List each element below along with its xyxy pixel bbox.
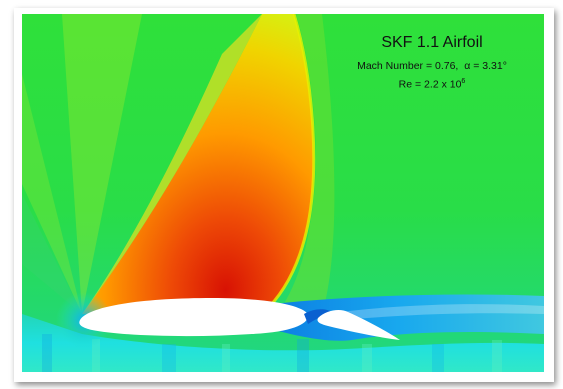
re-exponent: 6 bbox=[461, 78, 466, 85]
wake-streak bbox=[322, 304, 544, 322]
supersonic-region bbox=[82, 14, 314, 314]
mach-label: Mach Number = 0.76, bbox=[357, 60, 459, 72]
lower-surface-region bbox=[22, 314, 544, 372]
reynolds-number: Re = 2.2 x 106 bbox=[312, 78, 544, 91]
contour-plot: SKF 1.1 Airfoil Mach Number = 0.76, α = … bbox=[22, 14, 544, 372]
airfoil-main-element bbox=[79, 298, 309, 337]
fan-ray bbox=[22, 74, 82, 314]
mach-contour-image bbox=[22, 14, 544, 372]
re-prefix: Re = 2.2 x 10 bbox=[398, 78, 462, 91]
airfoil-flap-element bbox=[317, 310, 400, 340]
fan-ray bbox=[62, 14, 142, 314]
figure-title: SKF 1.1 Airfoil bbox=[381, 34, 483, 51]
shock-wave bbox=[260, 14, 316, 316]
lower-striations bbox=[42, 334, 502, 372]
alpha-value: = 3.31° bbox=[473, 60, 507, 72]
post-shock-region bbox=[277, 14, 335, 314]
fan-ray bbox=[22, 194, 82, 314]
supersonic-fringe bbox=[82, 14, 262, 314]
wake-region bbox=[252, 294, 544, 341]
flow-conditions: Mach Number = 0.76, α = 3.31° bbox=[312, 60, 544, 72]
flap-slot bbox=[304, 309, 332, 324]
alpha-symbol: α bbox=[464, 60, 471, 72]
